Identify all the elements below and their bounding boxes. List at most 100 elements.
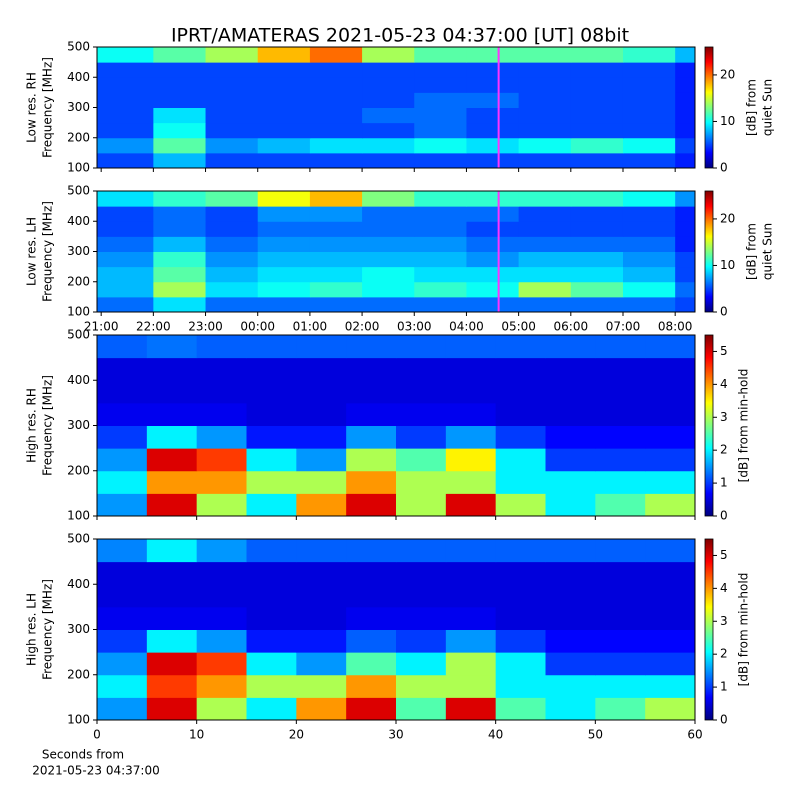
heatmap-cell (518, 62, 572, 78)
heatmap-cell (362, 191, 415, 207)
colorbar-tick-label: 2 (720, 647, 728, 661)
heatmap-cell (97, 448, 148, 472)
heatmap-cell (675, 122, 696, 139)
heatmap-cell (296, 493, 347, 517)
heatmap-cell (309, 77, 363, 93)
heatmap-cell (595, 561, 646, 585)
heatmap-cell (675, 62, 696, 78)
heatmap-cell (97, 152, 154, 169)
heatmap-cell (362, 236, 415, 252)
heatmap-cell (645, 652, 696, 676)
heatmap-cell (445, 470, 497, 494)
heatmap-cell (196, 539, 247, 563)
heatmap-cell (645, 425, 696, 449)
heatmap-cell (146, 335, 198, 359)
heatmap-cell (205, 296, 259, 313)
colorbar-tick-label: 10 (720, 258, 735, 272)
heatmap-cell (396, 380, 447, 404)
y-tick-label: 500 (67, 40, 90, 54)
heatmap-cell (675, 47, 696, 63)
heatmap-cell (146, 493, 198, 517)
figure-title: IPRT/AMATERAS 2021-05-23 04:37:00 [UT] 0… (171, 25, 629, 47)
heatmap-cell (346, 697, 397, 721)
heatmap-cell (675, 191, 696, 207)
heatmap-cell (146, 448, 198, 472)
heatmap-cell (595, 606, 646, 630)
heatmap-cell (414, 296, 467, 313)
heatmap-cell (645, 584, 696, 608)
colorbar-tick-label: 1 (720, 476, 728, 490)
colorbar-tick-label: 0 (720, 509, 728, 523)
heatmap-cell (309, 206, 363, 222)
heatmap-cell (362, 47, 415, 63)
heatmap-cell (153, 77, 207, 93)
colorbar-tick-label: 2 (720, 443, 728, 457)
heatmap-cell (205, 251, 259, 268)
heatmap-cell (205, 221, 259, 237)
heatmap-cell (196, 697, 247, 721)
heatmap-cell (570, 62, 624, 78)
heatmap-cell (153, 296, 207, 313)
heatmap-cell (146, 380, 198, 404)
y-axis-label: High res. LH (25, 593, 39, 666)
heatmap-cell (622, 92, 676, 108)
heatmap-cell (309, 281, 363, 298)
heatmap-cell (645, 539, 696, 563)
heatmap-cell (246, 402, 297, 426)
heatmap-cell (196, 606, 247, 630)
heatmap-cell (495, 606, 546, 630)
heatmap-cell (622, 236, 676, 252)
heatmap-cell (645, 629, 696, 653)
x-tick-label: 00:00 (240, 320, 275, 334)
heatmap-cell (309, 122, 363, 139)
heatmap-cell (246, 561, 297, 585)
x-tick-label: 22:00 (136, 320, 171, 334)
heatmap-cell (196, 629, 247, 653)
heatmap-cell (675, 206, 696, 222)
heatmap-cell (309, 62, 363, 78)
heatmap-cell (445, 539, 497, 563)
heatmap-cell (445, 674, 497, 698)
heatmap-cell (153, 122, 207, 139)
heatmap-cell (518, 206, 572, 222)
heatmap-cell (246, 606, 297, 630)
colorbar-label: [dB] from (745, 223, 759, 280)
heatmap-cell (545, 357, 596, 381)
heatmap-cell (466, 92, 520, 108)
heatmap-cell (518, 236, 572, 252)
heatmap-cell (545, 539, 596, 563)
heatmap-cell (445, 335, 497, 359)
heatmap-cell (414, 92, 467, 108)
heatmap-cell (466, 152, 520, 169)
heatmap-cell (97, 402, 148, 426)
heatmap-cell (570, 92, 624, 108)
heatmap-cell (309, 221, 363, 237)
heatmap-cell (97, 107, 154, 124)
heatmap-cell (196, 674, 247, 698)
heatmap-cell (362, 152, 415, 169)
heatmap-cell (545, 448, 596, 472)
colorbar-tick-label: 4 (720, 377, 728, 391)
heatmap-cell (97, 281, 154, 298)
heatmap-cell (466, 47, 520, 63)
heatmap-cell (309, 251, 363, 268)
x-tick-label: 60 (687, 728, 702, 742)
heatmap-cell (518, 107, 572, 124)
heatmap-cell (622, 122, 676, 139)
heatmap-cell (414, 191, 467, 207)
heatmap-cell (396, 425, 447, 449)
heatmap-cell (396, 584, 447, 608)
heatmap-cell (246, 357, 297, 381)
heatmap-cell (414, 221, 467, 237)
y-tick-label: 100 (67, 509, 90, 523)
heatmap-cell (495, 652, 546, 676)
heatmap-cell (205, 137, 259, 154)
heatmap-cell (153, 281, 207, 298)
heatmap-cell (675, 137, 696, 154)
heatmap-cell (97, 92, 154, 108)
heatmap-cell (257, 62, 311, 78)
heatmap-cell (257, 152, 311, 169)
heatmap-cell (153, 107, 207, 124)
heatmap-cell (595, 357, 646, 381)
heatmap-cell (570, 152, 624, 169)
